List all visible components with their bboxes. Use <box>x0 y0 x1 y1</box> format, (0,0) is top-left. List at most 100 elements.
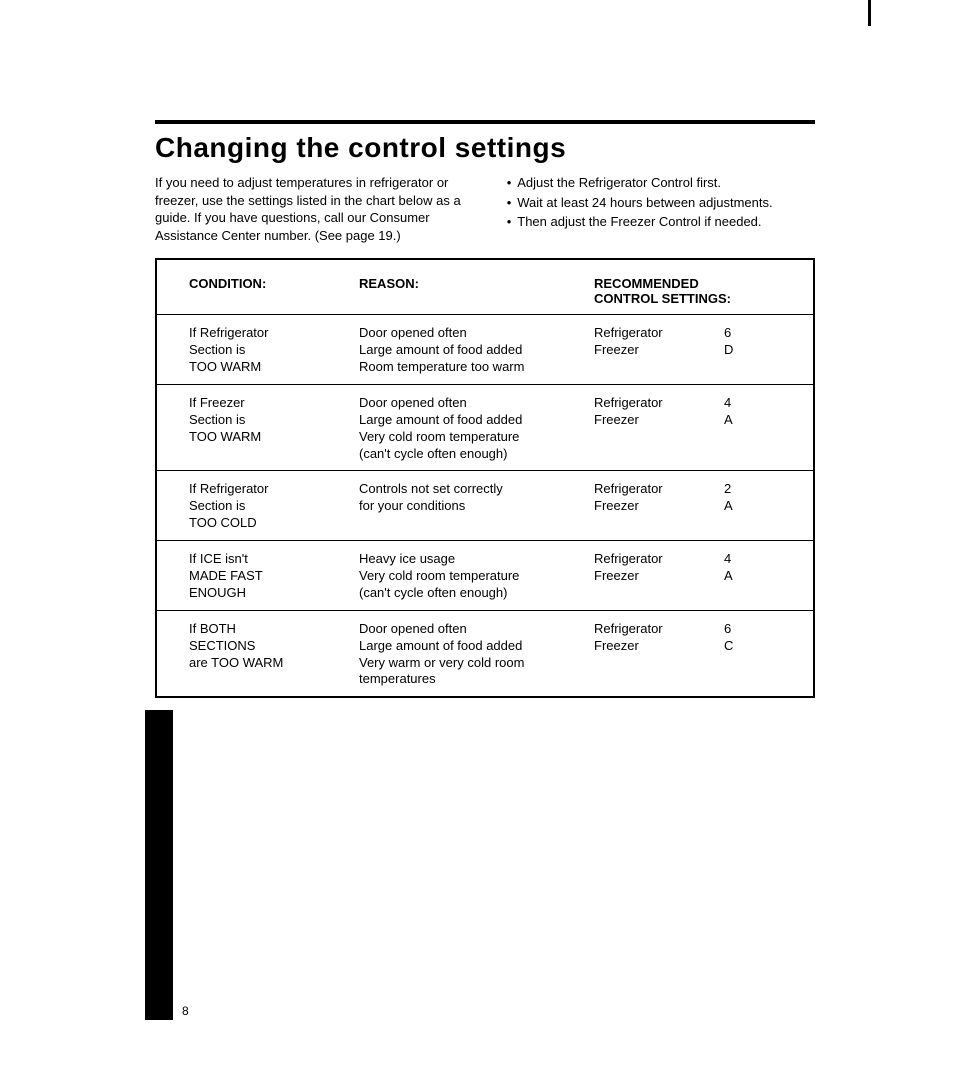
cell-condition: If ICE isn'tMADE FASTENOUGH <box>189 551 359 602</box>
top-rule <box>155 120 815 124</box>
setting-label: Freezer <box>594 498 724 515</box>
header-settings: RECOMMENDED CONTROL SETTINGS: <box>594 276 764 306</box>
header-settings-line1: RECOMMENDED <box>594 276 764 291</box>
reason-line: (can't cycle often enough) <box>359 446 584 463</box>
setting-line: FreezerA <box>594 568 764 585</box>
cell-reason: Door opened oftenLarge amount of food ad… <box>359 621 594 689</box>
condition-line: If ICE isn't <box>189 551 349 568</box>
cell-settings: Refrigerator4FreezerA <box>594 551 764 602</box>
bullet-text: Adjust the Refrigerator Control first. <box>517 174 721 192</box>
cell-condition: If RefrigeratorSection isTOO WARM <box>189 325 359 376</box>
condition-line: If Refrigerator <box>189 481 349 498</box>
condition-line: TOO WARM <box>189 359 349 376</box>
page-title: Changing the control settings <box>155 132 815 164</box>
bullet-item: • Then adjust the Freezer Control if nee… <box>507 213 815 231</box>
intro-right-bullets: • Adjust the Refrigerator Control first.… <box>507 174 815 244</box>
bullet-text: Then adjust the Freezer Control if neede… <box>517 213 761 231</box>
intro-left-text: If you need to adjust temperatures in re… <box>155 174 479 244</box>
header-settings-line2: CONTROL SETTINGS: <box>594 291 764 306</box>
reason-line: for your conditions <box>359 498 584 515</box>
cell-settings: Refrigerator6FreezerC <box>594 621 764 689</box>
setting-line: Refrigerator4 <box>594 395 764 412</box>
setting-line: Refrigerator4 <box>594 551 764 568</box>
table-row: If FreezerSection isTOO WARMDoor opened … <box>157 384 813 471</box>
setting-value: C <box>724 638 764 655</box>
bullet-item: • Wait at least 24 hours between adjustm… <box>507 194 815 212</box>
table-row: If RefrigeratorSection isTOO WARMDoor op… <box>157 314 813 384</box>
setting-label: Refrigerator <box>594 481 724 498</box>
setting-value: D <box>724 342 764 359</box>
reason-line: Large amount of food added <box>359 412 584 429</box>
table-header-row: CONDITION: REASON: RECOMMENDED CONTROL S… <box>157 260 813 314</box>
settings-table: CONDITION: REASON: RECOMMENDED CONTROL S… <box>155 258 815 698</box>
table-row: If BOTHSECTIONSare TOO WARMDoor opened o… <box>157 610 813 697</box>
reason-line: Heavy ice usage <box>359 551 584 568</box>
bullet-dot-icon: • <box>507 213 512 231</box>
reason-line: Room temperature too warm <box>359 359 584 376</box>
setting-line: FreezerA <box>594 498 764 515</box>
reason-line: Very warm or very cold room <box>359 655 584 672</box>
cell-reason: Door opened oftenLarge amount of food ad… <box>359 395 594 463</box>
condition-line: are TOO WARM <box>189 655 349 672</box>
reason-line: (can't cycle often enough) <box>359 585 584 602</box>
cell-reason: Heavy ice usageVery cold room temperatur… <box>359 551 594 602</box>
reason-line: Door opened often <box>359 325 584 342</box>
setting-value: A <box>724 498 764 515</box>
setting-line: FreezerA <box>594 412 764 429</box>
cell-condition: If BOTHSECTIONSare TOO WARM <box>189 621 359 689</box>
setting-label: Freezer <box>594 412 724 429</box>
setting-line: FreezerC <box>594 638 764 655</box>
setting-value: 4 <box>724 551 764 568</box>
cell-settings: Refrigerator2FreezerA <box>594 481 764 532</box>
cell-settings: Refrigerator6FreezerD <box>594 325 764 376</box>
setting-label: Freezer <box>594 638 724 655</box>
table-row: If ICE isn'tMADE FASTENOUGHHeavy ice usa… <box>157 540 813 610</box>
reason-line: temperatures <box>359 671 584 688</box>
setting-label: Refrigerator <box>594 395 724 412</box>
setting-label: Freezer <box>594 342 724 359</box>
cell-reason: Controls not set correctlyfor your condi… <box>359 481 594 532</box>
condition-line: TOO COLD <box>189 515 349 532</box>
condition-line: If Freezer <box>189 395 349 412</box>
reason-line: Door opened often <box>359 395 584 412</box>
setting-value: 6 <box>724 621 764 638</box>
header-condition: CONDITION: <box>189 276 359 306</box>
cell-condition: If FreezerSection isTOO WARM <box>189 395 359 463</box>
setting-value: 6 <box>724 325 764 342</box>
setting-line: Refrigerator2 <box>594 481 764 498</box>
bullet-item: • Adjust the Refrigerator Control first. <box>507 174 815 192</box>
cell-settings: Refrigerator4FreezerA <box>594 395 764 463</box>
condition-line: TOO WARM <box>189 429 349 446</box>
setting-line: Refrigerator6 <box>594 325 764 342</box>
condition-line: ENOUGH <box>189 585 349 602</box>
condition-line: MADE FAST <box>189 568 349 585</box>
cell-condition: If RefrigeratorSection isTOO COLD <box>189 481 359 532</box>
page-content: Changing the control settings If you nee… <box>155 120 815 698</box>
reason-line: Large amount of food added <box>359 342 584 359</box>
bullet-text: Wait at least 24 hours between adjustmen… <box>517 194 772 212</box>
condition-line: If BOTH <box>189 621 349 638</box>
setting-value: A <box>724 568 764 585</box>
section-tab <box>145 710 173 1020</box>
page-number: 8 <box>182 1004 189 1018</box>
setting-label: Refrigerator <box>594 621 724 638</box>
bullet-dot-icon: • <box>507 174 512 192</box>
setting-value: 4 <box>724 395 764 412</box>
setting-label: Refrigerator <box>594 551 724 568</box>
setting-value: A <box>724 412 764 429</box>
table-row: If RefrigeratorSection isTOO COLDControl… <box>157 470 813 540</box>
setting-label: Freezer <box>594 568 724 585</box>
setting-label: Refrigerator <box>594 325 724 342</box>
condition-line: If Refrigerator <box>189 325 349 342</box>
header-reason: REASON: <box>359 276 594 306</box>
reason-line: Very cold room temperature <box>359 568 584 585</box>
intro-section: If you need to adjust temperatures in re… <box>155 174 815 244</box>
condition-line: SECTIONS <box>189 638 349 655</box>
reason-line: Large amount of food added <box>359 638 584 655</box>
reason-line: Controls not set correctly <box>359 481 584 498</box>
condition-line: Section is <box>189 498 349 515</box>
condition-line: Section is <box>189 412 349 429</box>
page-edge-mark <box>868 0 871 26</box>
setting-line: FreezerD <box>594 342 764 359</box>
condition-line: Section is <box>189 342 349 359</box>
